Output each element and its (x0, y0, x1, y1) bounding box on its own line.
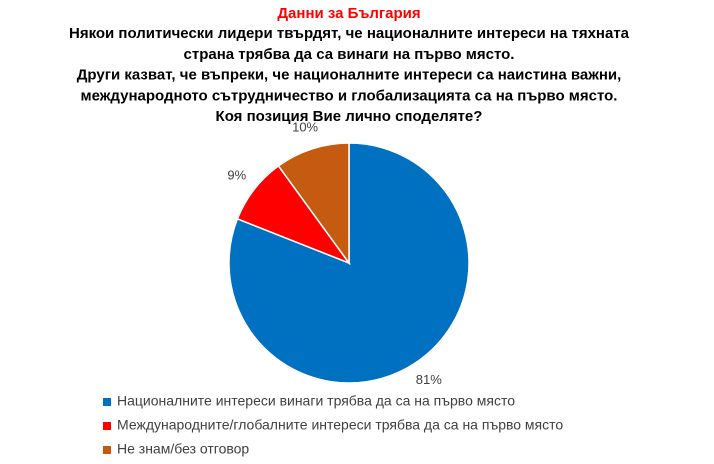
legend-label: Националните интереси винаги трябва да с… (117, 393, 515, 409)
legend-label: Не знам/без отговор (117, 441, 249, 457)
chart-subtitle: Коя позиция Вие лично споделяте? (216, 108, 483, 125)
data-label: 9% (227, 167, 246, 182)
pie-slice (277, 142, 350, 266)
data-label: 10% (292, 119, 318, 134)
chart-subtitle: страна трябва да са винаги на първо мяст… (184, 46, 515, 63)
pie-slice (228, 142, 470, 384)
chart-subtitle: международното сътрудничество и глобализ… (81, 87, 618, 104)
legend-marker (103, 398, 111, 406)
legend-marker (103, 422, 111, 430)
legend-label: Международните/глобалните интереси трябв… (117, 417, 563, 433)
legend-marker (103, 446, 111, 454)
data-label: 81% (416, 372, 442, 387)
chart-subtitle: Някои политически лидери твърдят, че нац… (69, 25, 630, 42)
chart-subtitle: Други казват, че въпреки, че националнит… (77, 67, 622, 84)
chart-title: Данни за България (277, 5, 420, 22)
